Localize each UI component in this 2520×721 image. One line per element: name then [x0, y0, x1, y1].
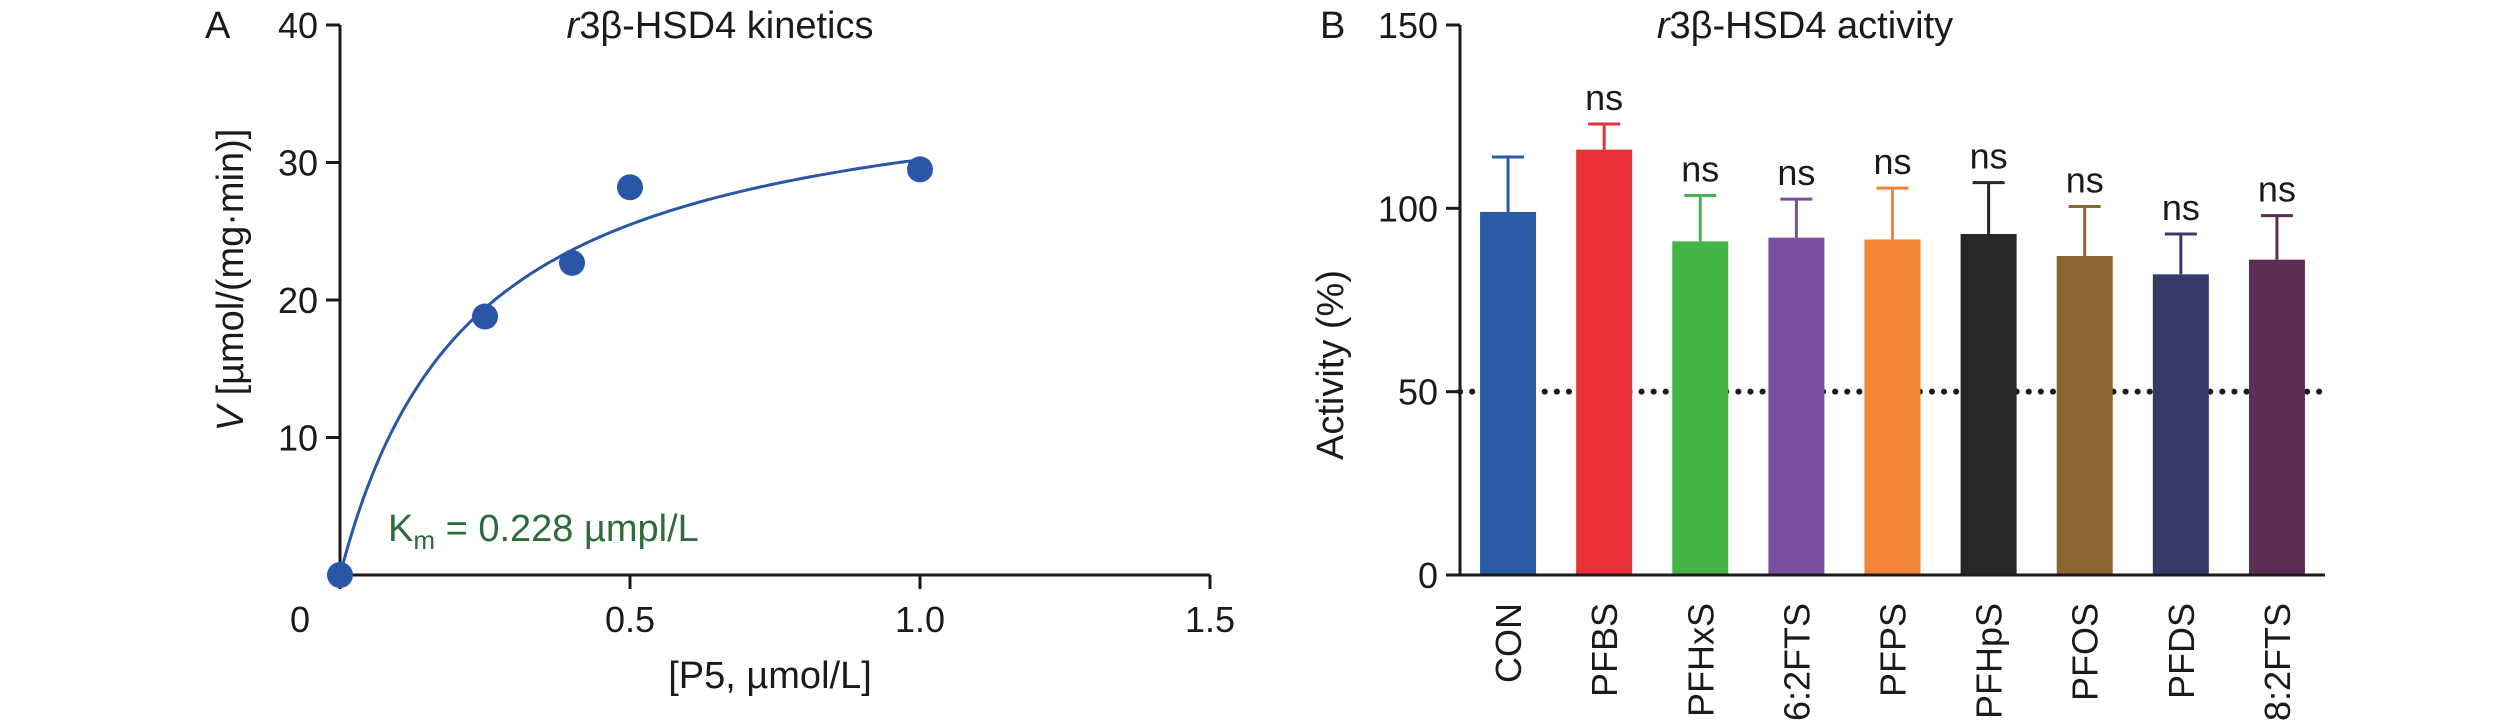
- panel-b-error-bars: [1492, 122, 2293, 275]
- bar-62fts: [1768, 237, 1825, 575]
- panel-b-title-rest: 3β-HSD4 activity: [1669, 5, 1953, 47]
- significance-label: ns: [1873, 141, 1911, 182]
- panel-b-title: r3β-HSD4 activity: [1657, 5, 1953, 47]
- panel-a-data-point: [559, 249, 585, 276]
- significance-label: ns: [2066, 160, 2104, 201]
- panel-a-data-point: [617, 174, 643, 201]
- x-category-label: CON: [1488, 603, 1529, 683]
- panel-a-y-ticks: 10 20 30 40: [278, 5, 340, 459]
- x-category-label: PFDS: [2161, 603, 2202, 699]
- panel-a-letter: A: [205, 5, 231, 47]
- panel-a-x-tick-label: 1.5: [1185, 599, 1235, 640]
- x-category-label: PFOS: [2065, 603, 2106, 701]
- panel-a-y-tick-label: 20: [278, 280, 318, 321]
- panel-a-y-tick-label: 10: [278, 418, 318, 459]
- panel-a-y-label-rest: [µmol/(mg·min)]: [210, 129, 252, 406]
- panel-b-y-tick-label: 150: [1378, 5, 1438, 46]
- x-category-label: 8:2FTS: [2257, 603, 2298, 721]
- bar-82fts: [2248, 259, 2305, 575]
- panel-a-fit-curve: [338, 158, 921, 576]
- significance-label: ns: [2162, 187, 2200, 228]
- panel-b-y-ticks: 0 50 100 150: [1378, 5, 1460, 596]
- bar-con: [1480, 212, 1537, 575]
- panel-a-title-rest: 3β-HSD4 kinetics: [579, 5, 873, 47]
- panel-b-axes: [1458, 25, 2325, 577]
- panel-a-data-points: [327, 156, 933, 588]
- panel-a-y-tick-label: 40: [278, 5, 318, 46]
- panel-a-title-italic: r: [567, 5, 581, 47]
- panel-a-km-annotation: Km = 0.228 µmpl/L: [388, 508, 699, 555]
- panel-a-data-point: [472, 303, 498, 330]
- panel-b-significance-labels: ns ns ns ns ns ns ns ns: [1585, 77, 2296, 228]
- x-category-label: 6:2FTS: [1776, 603, 1817, 721]
- x-category-label: PFPS: [1873, 603, 1914, 697]
- panel-a-x-tick-label: 0: [290, 599, 310, 640]
- panel-b-letter: B: [1320, 5, 1345, 47]
- km-value: = 0.228 µmpl/L: [435, 508, 699, 550]
- panel-a-x-axis-label: [P5, µmol/L]: [668, 655, 872, 697]
- panel-a-y-label-italic: V: [210, 402, 252, 431]
- panel-a-y-axis-label: V [µmol/(mg·min)]: [210, 129, 252, 432]
- significance-label: ns: [1777, 152, 1815, 193]
- bar-pfhxs: [1672, 241, 1729, 576]
- panel-b-y-tick-label: 0: [1418, 555, 1438, 596]
- bar-pfhps: [1960, 234, 2017, 575]
- significance-label: ns: [2258, 169, 2296, 210]
- km-main: K: [388, 508, 413, 550]
- panel-b-y-tick-label: 100: [1378, 188, 1438, 229]
- x-category-label: PFHpS: [1969, 603, 2010, 719]
- panel-a-x-tick-label: 1.0: [895, 599, 945, 640]
- bar-pfps: [1864, 239, 1921, 575]
- significance-label: ns: [1585, 77, 1623, 118]
- km-subscript: m: [413, 525, 435, 555]
- panel-b-bars: [1480, 149, 2305, 576]
- panel-a-data-point: [327, 562, 353, 588]
- panel-a-data-point: [907, 156, 933, 183]
- panel-a-x-ticks: 0 0.5 1.0 1.5: [290, 575, 1235, 640]
- panel-b-y-tick-label: 50: [1398, 372, 1438, 413]
- bar-pfds: [2152, 274, 2209, 575]
- x-category-label: PFHxS: [1680, 603, 1721, 717]
- significance-label: ns: [1970, 136, 2008, 177]
- panel-b-x-tick-labels: CON PFBS PFHxS 6:2FTS PFPS PFHpS PFOS PFDS 8:2FT…: [1488, 603, 2298, 721]
- panel-a-title: r3β-HSD4 kinetics: [567, 5, 874, 47]
- bar-pfos: [2056, 256, 2113, 575]
- x-category-label: PFBS: [1584, 603, 1625, 697]
- panel-a-y-tick-label: 30: [278, 143, 318, 184]
- panel-b-title-italic: r: [1657, 5, 1671, 47]
- bar-pfbs: [1576, 149, 1633, 575]
- panel-b-y-axis-label: Activity (%): [1310, 270, 1352, 460]
- panel-a-x-tick-label: 0.5: [605, 599, 655, 640]
- panel-a-axes: [338, 25, 1210, 577]
- significance-label: ns: [1681, 149, 1719, 190]
